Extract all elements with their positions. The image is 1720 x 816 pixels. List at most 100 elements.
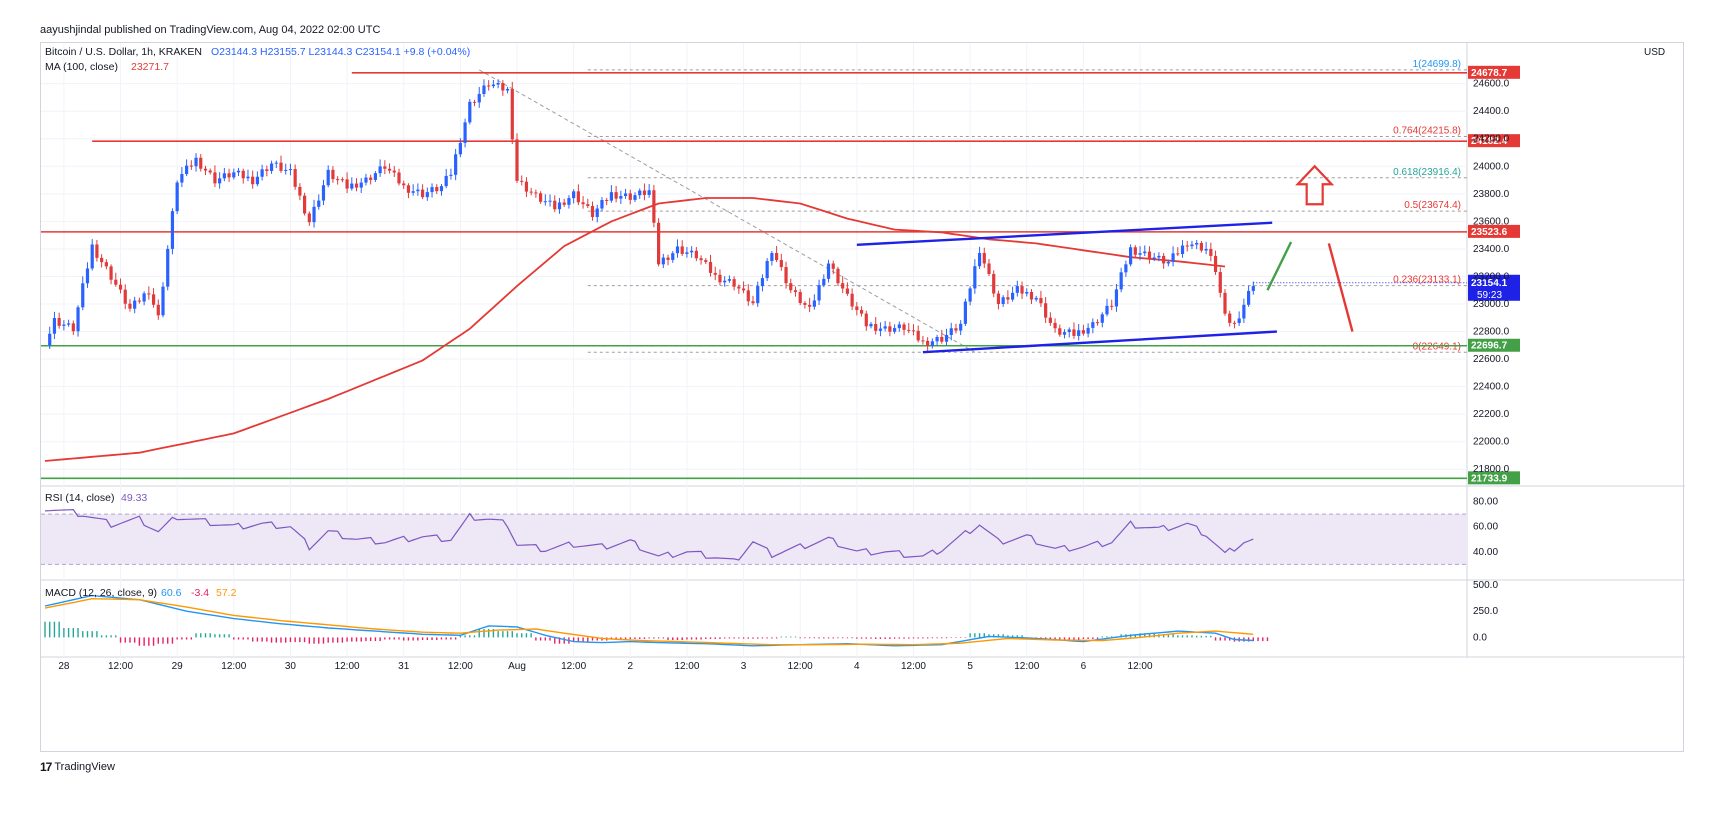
macd-tick-label: 0.0 [1473,632,1487,643]
candle-body [1232,322,1237,324]
candle-body [1138,253,1142,255]
rsi-tick-label: 60.00 [1473,522,1498,533]
candle-body [977,253,982,267]
candle-body [600,200,604,209]
candle-body [1176,253,1180,255]
candle-body [203,168,208,171]
candle-body [902,324,906,330]
candle-body [1190,244,1194,247]
candle-body [213,172,217,184]
axis-layer: 28 12:00 29 12:00 30 12:00 31 12:00 Aug 12:00 2 12:… [58,79,1509,672]
level-price-tag [1468,224,1520,238]
candle-body [345,179,349,189]
candle-body [1242,304,1246,319]
candle-body [274,162,278,164]
candle-body [260,169,264,177]
bullish-arrow-line [1266,241,1293,291]
price-tick-label: 24200.0 [1473,134,1510,145]
publisher-line: aayushjindal published on TradingView.co… [40,24,381,36]
candle-body [194,157,198,167]
candle-body [638,190,642,196]
time-tick-label: 30 [285,661,297,672]
candle-body [808,304,812,307]
candle-body [1218,272,1222,293]
candle-body [623,193,628,197]
candle-body [968,288,972,302]
candle-body [170,211,175,249]
price-tick-label: 22200.0 [1473,409,1510,420]
candle-body [62,324,66,326]
candle-body [1039,297,1043,304]
candle-body [864,313,868,327]
level-price-tag [1468,471,1520,485]
candle-body [586,204,590,207]
candle-body [501,82,505,91]
candle-body [48,333,52,346]
candle-body [1011,292,1015,300]
candle-body [874,324,878,331]
candle-body [619,196,623,199]
tradingview-brand: TradingView [54,761,115,773]
chart-frame[interactable]: 1(24699.8) 0.764(24215.8) 0.618(23916.4) 0.… [40,42,1685,753]
candle-body [567,198,571,205]
candle-body [90,244,94,269]
candle-body [893,328,897,332]
candle-body [652,190,656,223]
candle-body [1034,297,1038,300]
candle-body [897,324,901,329]
candle-body [944,334,949,342]
candle-body [463,122,467,143]
candle-body [789,283,793,291]
candle-body [57,318,61,326]
candle-body [1157,255,1161,258]
candle-body [397,172,401,184]
candle-body [180,174,184,183]
candle-body [812,300,816,307]
candle-body [340,179,344,181]
axis-currency: USD [1644,47,1665,58]
drawings-layer [856,164,1354,354]
candle-body [133,300,137,309]
candle-body [657,222,661,265]
level-price-label: 22696.7 [1471,341,1508,352]
candle-body [387,168,392,171]
candle-body [954,328,958,331]
candle-body [949,328,953,335]
candle-body [128,303,132,309]
candle-body [708,261,713,273]
level-price-tag [1468,338,1520,352]
chart-canvas[interactable]: 1(24699.8) 0.764(24215.8) 0.618(23916.4) 0.… [41,43,1685,753]
candle-body [392,170,396,173]
time-tick-label: 12:00 [788,661,813,672]
macd-tick-label: 500.0 [1473,580,1498,591]
candle-body [477,93,481,103]
candle-body [284,169,288,171]
candle-body [1110,305,1114,307]
up-arrow-icon [1295,164,1335,206]
candle-body [690,250,694,253]
legend-ma-label: MA (100, close) [45,61,118,73]
candle-body [1072,329,1076,336]
price-tick-label: 22400.0 [1473,382,1510,393]
tradingview-logo[interactable]: 17 TradingView [40,760,115,774]
candle-body [572,191,576,199]
candle-body [888,326,892,332]
legend-macd-label: MACD (12, 26, close, 9) [45,587,157,599]
candle-body [732,279,736,287]
candle-body [317,200,321,207]
candle-body [449,174,453,176]
time-tick-label: 12:00 [221,661,246,672]
time-tick-label: 3 [741,661,747,672]
time-tick-label: 6 [1081,661,1087,672]
time-tick-label: 12:00 [108,661,133,672]
candle-body [907,329,911,331]
candle-body [435,187,439,192]
candle-body [996,293,1001,304]
candle-body [444,175,448,187]
candle-body [1119,272,1123,290]
candle-body [1029,292,1034,300]
candle-body [1213,255,1218,273]
rsi-band-layer [41,513,1467,565]
candle-body [1053,322,1057,329]
candle-body [987,263,991,274]
